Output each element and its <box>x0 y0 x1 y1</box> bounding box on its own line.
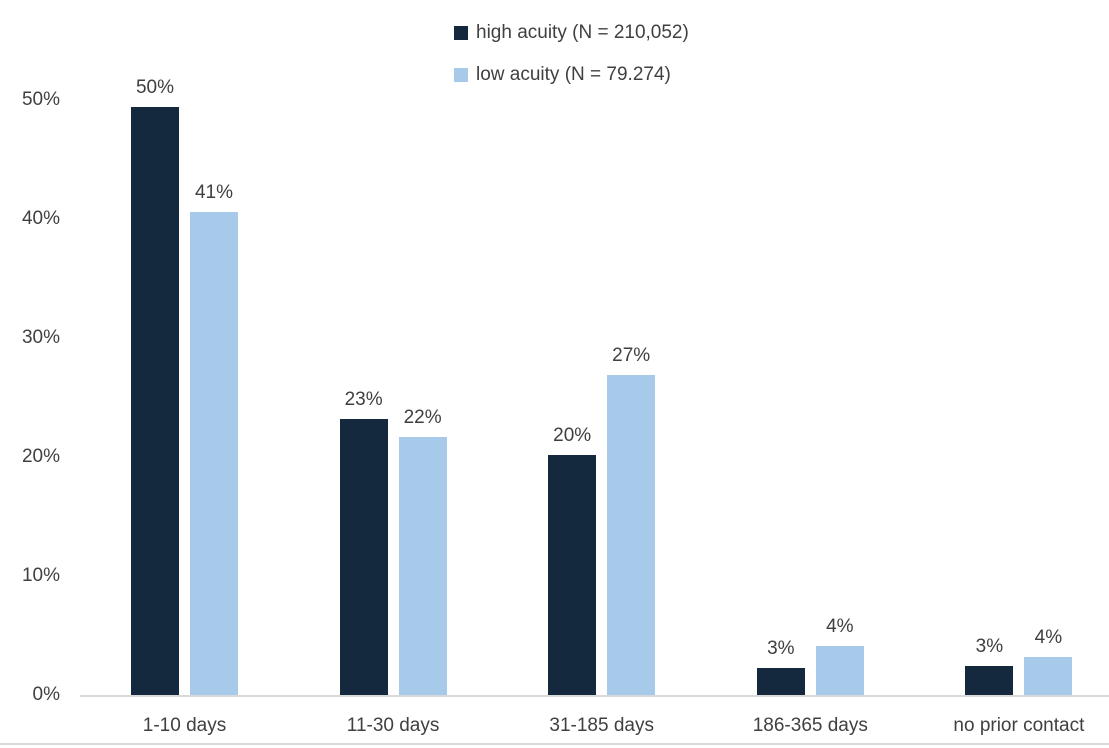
y-axis-tick-label: 20% <box>21 446 60 467</box>
bar-high-acuity <box>756 667 805 695</box>
x-axis-category-label: 1-10 days <box>142 715 227 736</box>
legend-item-low-acuity: low acuity (N = 79.274) <box>454 54 689 96</box>
bar-value-label: 23% <box>344 388 383 410</box>
x-axis-category-label: 11-30 days <box>346 715 440 736</box>
x-axis-category-label: no prior contact <box>953 715 1085 736</box>
legend: high acuity (N = 210,052) low acuity (N =… <box>454 12 689 96</box>
legend-marker-icon <box>454 68 468 82</box>
bar-value-label: 20% <box>553 424 592 446</box>
bar-low-acuity <box>398 436 447 695</box>
bar-value-label: 4% <box>1034 626 1063 648</box>
bar-low-acuity <box>815 646 864 695</box>
y-axis-tick-label: 50% <box>21 89 60 110</box>
bar-value-label: 3% <box>975 636 1004 658</box>
bar-low-acuity <box>607 374 656 695</box>
bar-value-label: 27% <box>612 344 651 366</box>
legend-item-high-acuity: high acuity (N = 210,052) <box>454 12 689 54</box>
y-axis-tick-label: 10% <box>21 565 60 586</box>
y-axis-tick-label: 0% <box>32 684 60 705</box>
bar-value-label: 3% <box>767 637 795 659</box>
bar-low-acuity <box>1024 656 1073 695</box>
bar-value-label: 4% <box>826 616 854 638</box>
y-axis-tick-label: 30% <box>21 327 60 348</box>
y-axis-tick-label: 40% <box>21 208 60 229</box>
bar-low-acuity <box>190 211 238 695</box>
x-axis-category-label: 186-365 days <box>752 715 868 736</box>
bar-value-label: 22% <box>403 406 442 428</box>
bar-high-acuity <box>548 454 597 695</box>
bar-high-acuity <box>131 107 179 695</box>
bottom-divider <box>0 743 1109 745</box>
bar-high-acuity <box>339 418 388 695</box>
legend-label: high acuity (N = 210,052) <box>476 22 689 43</box>
x-axis-category-label: 31-185 days <box>549 715 654 736</box>
legend-marker-icon <box>454 26 468 40</box>
bar-value-label: 50% <box>135 77 175 99</box>
bar-high-acuity <box>965 666 1014 695</box>
x-axis-line <box>80 695 1109 697</box>
bar-value-label: 41% <box>194 181 234 203</box>
legend-label: low acuity (N = 79.274) <box>476 64 671 85</box>
